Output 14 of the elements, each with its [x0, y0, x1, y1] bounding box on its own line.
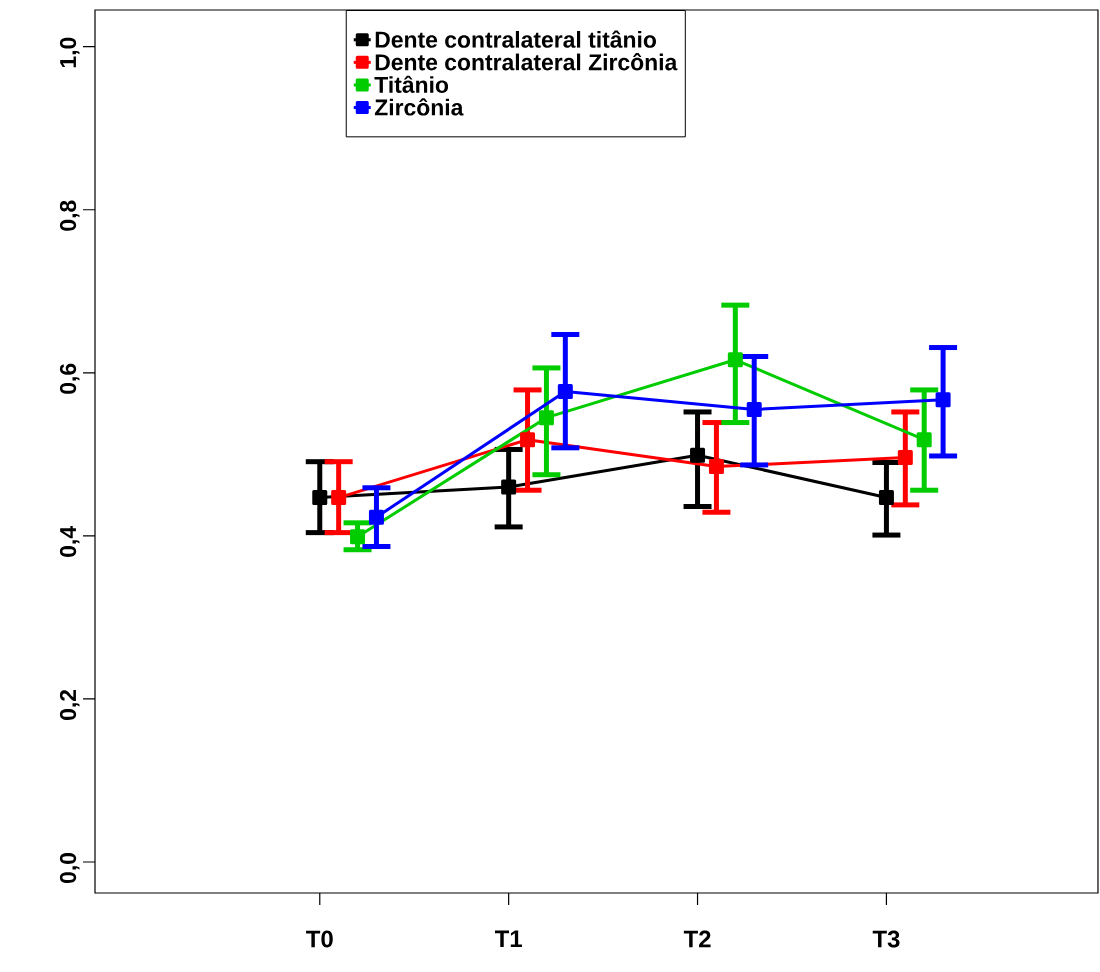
y-tick-label: 1,0	[59, 37, 80, 68]
y-tick-label: 0,2	[59, 689, 80, 720]
legend-label: Dente contralateral titânio	[375, 30, 656, 48]
y-tick-label: 0,8	[59, 200, 80, 231]
x-tick-label: T1	[494, 930, 522, 947]
x-tick-label: T2	[683, 930, 711, 948]
legend-label: Titânio	[374, 75, 449, 93]
legend-label: Dente contralateral Zircônia	[375, 53, 678, 71]
x-tick-label: T0	[306, 930, 333, 948]
x-tick-label: T3	[872, 930, 900, 948]
y-tick-label: 0,0	[59, 853, 80, 884]
y-tick-label: 0,6	[59, 363, 80, 394]
legend-label: Zircônia	[374, 98, 464, 116]
y-tick-label: 0,4	[59, 526, 80, 557]
